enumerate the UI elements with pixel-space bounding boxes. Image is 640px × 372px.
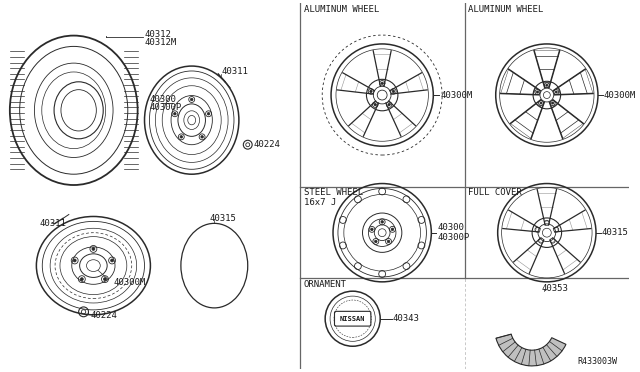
Circle shape (381, 82, 383, 84)
Circle shape (104, 278, 106, 280)
Circle shape (374, 103, 376, 106)
Text: 40311: 40311 (39, 219, 66, 228)
Text: 40224: 40224 (253, 140, 280, 149)
Text: ALUMINUM WHEEL: ALUMINUM WHEEL (468, 4, 544, 13)
Circle shape (81, 278, 83, 280)
Circle shape (370, 90, 372, 93)
Circle shape (552, 102, 554, 104)
Circle shape (191, 98, 193, 101)
Text: R433003W: R433003W (577, 357, 618, 366)
Circle shape (388, 103, 390, 106)
Circle shape (111, 259, 113, 262)
Circle shape (555, 91, 557, 93)
Text: 40315: 40315 (602, 228, 628, 237)
Text: 40343: 40343 (393, 314, 420, 323)
Text: FULL COVER: FULL COVER (468, 188, 522, 198)
Text: STEEL WHEEL: STEEL WHEEL (304, 188, 363, 198)
Text: 40312: 40312 (145, 30, 172, 39)
Circle shape (92, 247, 95, 250)
Circle shape (173, 112, 176, 115)
Text: 40300M: 40300M (604, 90, 636, 100)
Text: 40300: 40300 (437, 223, 464, 232)
Text: 40353: 40353 (542, 284, 569, 293)
Text: 16x7 J: 16x7 J (304, 198, 336, 207)
Text: 40311: 40311 (221, 67, 248, 77)
Circle shape (180, 135, 182, 138)
Wedge shape (496, 334, 566, 366)
Text: 40224: 40224 (90, 311, 117, 320)
Circle shape (381, 221, 383, 223)
Text: 40312M: 40312M (145, 38, 177, 47)
Text: ORNAMENT: ORNAMENT (304, 280, 347, 289)
Text: NISSAN: NISSAN (340, 316, 365, 322)
Circle shape (391, 228, 394, 231)
Circle shape (387, 240, 390, 243)
Text: ALUMINUM WHEEL: ALUMINUM WHEEL (304, 4, 379, 13)
Circle shape (374, 240, 377, 243)
Circle shape (392, 90, 395, 93)
Circle shape (73, 259, 76, 262)
Circle shape (371, 228, 373, 231)
Circle shape (201, 135, 204, 138)
Text: 40300P: 40300P (149, 103, 182, 112)
Text: 40300P: 40300P (437, 233, 470, 242)
Text: 40300: 40300 (149, 95, 176, 104)
Text: 40300M: 40300M (440, 90, 472, 100)
Circle shape (536, 91, 539, 93)
Circle shape (207, 112, 210, 115)
Text: 40300M: 40300M (113, 278, 145, 287)
Circle shape (546, 84, 548, 86)
Text: 40315: 40315 (209, 214, 236, 223)
Circle shape (540, 102, 542, 104)
